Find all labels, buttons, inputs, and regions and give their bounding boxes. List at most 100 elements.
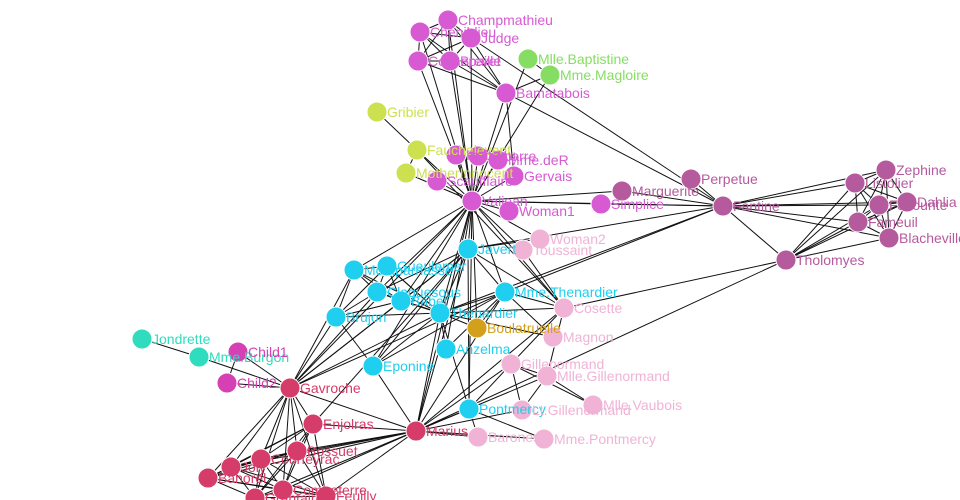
node [272, 479, 294, 500]
node [529, 228, 551, 250]
edge [372, 365, 417, 432]
node-label: Mlle.Gillenormand [557, 368, 670, 384]
edge [785, 237, 890, 261]
node-label: Claquesous [387, 284, 461, 300]
node-label: Thenardier [450, 305, 518, 321]
node-label: Bamatabois [516, 85, 590, 101]
edge [282, 430, 417, 491]
edge [722, 205, 787, 261]
node [460, 27, 482, 49]
node [536, 365, 558, 387]
node [467, 145, 489, 167]
node-label: Mme.Magloire [560, 67, 649, 83]
node-label: Listolier [865, 175, 914, 191]
edge [449, 60, 473, 202]
node [409, 21, 431, 43]
edge [722, 182, 856, 207]
edge [439, 248, 469, 314]
node-label: Eponine [383, 358, 435, 374]
edge [415, 307, 565, 432]
node-label: Grantaire [265, 490, 324, 500]
node [244, 487, 266, 500]
node [467, 426, 489, 448]
edge [312, 248, 469, 425]
edge [289, 291, 506, 389]
node-label: Anzelma [456, 341, 511, 357]
node [868, 194, 890, 216]
node [362, 355, 384, 377]
edge [785, 182, 856, 261]
edge [400, 248, 469, 302]
node [611, 180, 633, 202]
node [503, 165, 525, 187]
edge [415, 312, 441, 432]
edge [335, 300, 402, 318]
edge [254, 423, 314, 499]
edge [289, 300, 402, 389]
node [494, 281, 516, 303]
edge [312, 423, 417, 432]
edge [467, 248, 565, 309]
node [533, 428, 555, 450]
node [553, 297, 575, 319]
edge [312, 423, 327, 497]
nodes: ChampmathieuChenildieuJudgeCochepailleBr… [131, 9, 960, 500]
node-label: Marguerite [632, 183, 699, 199]
edge [470, 37, 473, 202]
node [220, 456, 242, 478]
node [461, 190, 483, 212]
edge [471, 190, 623, 202]
edge [722, 205, 859, 223]
edge [254, 450, 298, 499]
edge [415, 291, 506, 432]
node [498, 200, 520, 222]
node [844, 172, 866, 194]
node [896, 191, 918, 213]
node [590, 193, 612, 215]
node-label: Fauchelevent [427, 142, 511, 158]
node [458, 398, 480, 420]
edge [785, 221, 859, 261]
node-label: Mme.Thenardier [515, 284, 618, 300]
node [712, 195, 734, 217]
node [487, 149, 509, 171]
node-label: Feuilly [336, 488, 376, 500]
node-label: Marius [426, 423, 468, 439]
node-label: Brevet [460, 53, 501, 69]
node-label: Valjean [482, 193, 528, 209]
edge [415, 363, 512, 432]
edge [386, 265, 441, 314]
edge [785, 169, 887, 261]
node-label: Dahlia [917, 194, 957, 210]
node [250, 448, 272, 470]
node-label: Bahorel [218, 470, 266, 486]
edge [289, 387, 327, 497]
node-label: Toussaint [533, 242, 592, 258]
node-label: Simplice [611, 196, 664, 212]
edge [282, 387, 291, 491]
edge [415, 259, 787, 432]
node-label: Mme.Pontmercy [554, 431, 656, 447]
node-label: Lt.Gillenormand [532, 402, 631, 418]
node [376, 255, 398, 277]
edge [400, 200, 473, 302]
node [542, 326, 564, 348]
node-label: Champmathieu [458, 12, 553, 28]
node [878, 227, 900, 249]
edge [289, 316, 337, 389]
node [495, 82, 517, 104]
node-label: Gavroche [300, 380, 361, 396]
node-label: Babet [411, 293, 448, 309]
node-label: Combeferre [293, 482, 367, 498]
node [435, 338, 457, 360]
edge [415, 409, 523, 432]
edge [289, 269, 355, 389]
node-label: Gribier [387, 104, 429, 120]
edge [447, 19, 507, 94]
edge [439, 291, 506, 314]
node-label: Zephine [896, 162, 947, 178]
node-label: Cosette [574, 300, 622, 316]
node-label: Woman1 [519, 203, 575, 219]
node [279, 377, 301, 399]
edge [419, 31, 507, 94]
